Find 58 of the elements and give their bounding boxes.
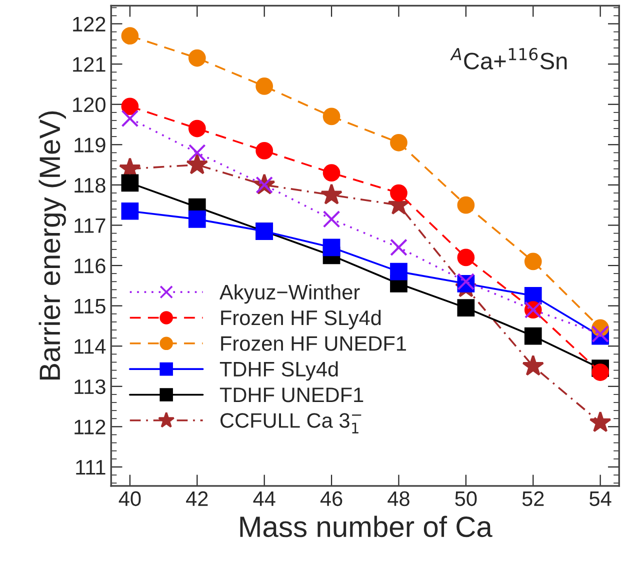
annotation: $^{A}$Ca+$^{116}$Sn <box>450 48 567 70</box>
legend-label: Akyuz−Winther <box>220 284 360 304</box>
point <box>390 134 408 152</box>
point <box>121 27 139 45</box>
point <box>457 248 475 266</box>
point <box>522 354 544 376</box>
point <box>121 202 139 220</box>
point <box>256 142 274 160</box>
point <box>390 184 408 202</box>
y-tick-label: 114 <box>74 339 106 354</box>
y-tick-label: 118 <box>74 178 106 193</box>
point <box>188 120 206 138</box>
legend-label: Frozen HF UNEDF1 <box>221 336 406 351</box>
y-axis-title: Barrier energy (MeV) <box>38 111 66 380</box>
point <box>121 110 139 128</box>
x-tick-label: 46 <box>320 491 342 506</box>
point <box>457 299 475 317</box>
y-tick-label: 121 <box>73 57 106 72</box>
point <box>589 411 612 432</box>
point <box>188 49 206 67</box>
x-tick-label: 54 <box>590 492 612 506</box>
point <box>188 144 206 162</box>
point <box>390 238 408 256</box>
y-tick-label: 111 <box>76 460 106 475</box>
x-tick-label: 40 <box>118 491 141 506</box>
point <box>322 210 340 228</box>
y-tick-label: 113 <box>74 379 106 394</box>
y-tick-label: 122 <box>73 16 106 32</box>
y-tick-label: 115 <box>74 299 106 314</box>
point <box>390 262 408 280</box>
legend-label: TDHF UNEDF1 <box>220 388 364 402</box>
y-tick-label: 112 <box>74 420 106 434</box>
x-tick-label: 42 <box>186 491 208 506</box>
legend-label: Frozen HF SLy4d <box>221 310 381 330</box>
y-tick-label: 117 <box>74 218 106 233</box>
x-tick-label: 48 <box>388 491 410 506</box>
legend-label: CCFULL Ca 3$^{−}$$_{1}$ <box>220 413 362 434</box>
x-axis-title: Mass number of Ca <box>240 516 492 538</box>
point <box>524 327 542 345</box>
y-tick-label: 119 <box>74 138 106 152</box>
x-tick-label: 44 <box>253 492 276 506</box>
point <box>186 153 208 174</box>
x-tick-label: 50 <box>455 491 477 506</box>
y-tick-label: 116 <box>74 258 106 274</box>
x-tick-label: 52 <box>522 491 544 506</box>
point <box>188 210 206 228</box>
point <box>121 98 139 116</box>
point <box>592 364 609 381</box>
point <box>524 252 542 270</box>
point <box>320 184 342 204</box>
point <box>256 78 274 95</box>
point <box>121 174 139 192</box>
point <box>322 238 340 256</box>
point <box>322 108 340 126</box>
y-tick-label: 120 <box>73 97 106 112</box>
point <box>457 196 475 214</box>
legend-label: TDHF SLy4d <box>220 361 338 381</box>
point <box>322 164 340 182</box>
